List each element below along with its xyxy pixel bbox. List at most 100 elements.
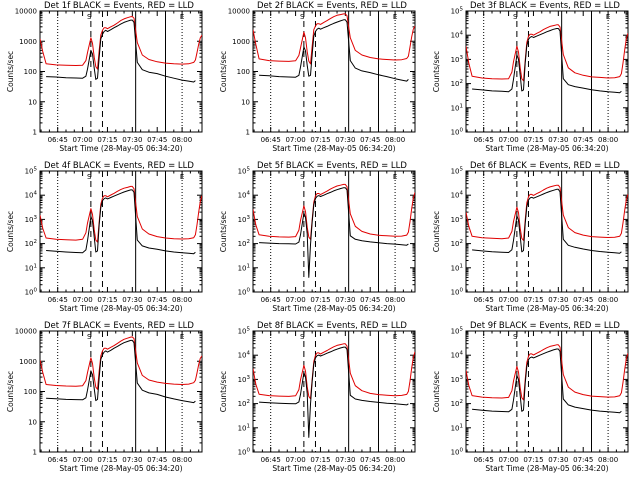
series-line-lld — [40, 16, 202, 70]
y-axis-label: Counts/sec — [6, 371, 15, 412]
series-line-lld — [253, 343, 415, 400]
x-tick-label: 08:00 — [385, 136, 405, 144]
x-tick-label: 08:00 — [598, 456, 618, 464]
x-tick-label: 07:30 — [122, 456, 142, 464]
y-tick-label: 103 — [238, 215, 251, 224]
panel-9: Det 9f BLACK = Events, RED = LLD 100 101 10… — [432, 321, 629, 473]
x-axis-label: Start Time (28-May-05 06:34:20) — [485, 304, 608, 313]
x-tick-label: 07:00 — [498, 456, 518, 464]
y-axis-label: Counts/sec — [6, 211, 15, 252]
x-tick-label: 07:15 — [97, 456, 117, 464]
panel-4: Det 4f BLACK = Events, RED = LLD 100 101 10… — [6, 161, 203, 313]
x-tick-label: 06:45 — [48, 296, 68, 304]
annotation-s: S — [87, 333, 92, 341]
series-line-events — [259, 19, 409, 82]
x-tick-label: 07:45 — [147, 136, 167, 144]
annotation-e: E — [606, 13, 610, 21]
series-line-lld — [466, 344, 628, 401]
x-tick-label: 07:45 — [573, 456, 593, 464]
y-tick-label: 100 — [238, 288, 251, 297]
panel-1: Det 1f BLACK = Events, RED = LLD 1 10 100 10… — [6, 1, 203, 153]
x-tick-label: 06:45 — [261, 296, 281, 304]
series-line-lld — [253, 183, 415, 240]
x-tick-label: 06:45 — [261, 456, 281, 464]
y-axis-label: Counts/sec — [6, 51, 15, 92]
x-axis-label: Start Time (28-May-05 06:34:20) — [59, 144, 182, 153]
x-tick-label: 08:00 — [598, 136, 618, 144]
x-tick-label: 07:15 — [310, 136, 330, 144]
y-tick-label: 1000 — [19, 38, 37, 46]
x-tick-label: 08:00 — [385, 296, 405, 304]
y-tick-label: 100 — [25, 288, 38, 297]
series-group — [466, 24, 628, 94]
panel-3: Det 3f BLACK = Events, RED = LLD 100 101 10… — [432, 1, 629, 153]
x-tick-label: 06:45 — [474, 296, 494, 304]
x-tick-label: 07:00 — [285, 456, 305, 464]
y-axis-label: Counts/sec — [219, 371, 228, 412]
annotation-e: E — [180, 173, 184, 181]
annotation-e: E — [393, 13, 397, 21]
series-line-events — [472, 28, 622, 94]
y-tick-label: 104 — [451, 351, 464, 360]
series-group — [466, 344, 628, 414]
plot-frame — [465, 170, 629, 293]
y-axis-label: Counts/sec — [219, 211, 228, 252]
y-axis-label: Counts/sec — [219, 51, 228, 92]
series-line-events — [46, 19, 196, 83]
y-tick-label: 105 — [238, 167, 251, 176]
y-tick-label: 102 — [451, 239, 463, 248]
annotation-s: S — [87, 173, 92, 181]
y-tick-label: 1000 — [19, 358, 37, 366]
x-axis-label: Start Time (28-May-05 06:34:20) — [59, 304, 182, 313]
panel-title: Det 9f BLACK = Events, RED = LLD — [470, 321, 620, 331]
x-tick-label: 07:15 — [523, 456, 543, 464]
series-line-lld — [40, 336, 202, 390]
x-tick-label: 08:00 — [598, 296, 618, 304]
y-tick-label: 101 — [451, 263, 463, 272]
y-tick-label: 1 — [33, 449, 37, 457]
y-tick-label: 10 — [241, 98, 250, 106]
panel-8: Det 8f BLACK = Events, RED = LLD 100 101 10… — [219, 321, 416, 473]
x-tick-label: 07:45 — [360, 296, 380, 304]
x-tick-label: 07:15 — [523, 136, 543, 144]
x-tick-label: 07:15 — [97, 296, 117, 304]
y-tick-label: 101 — [25, 263, 37, 272]
x-tick-label: 07:30 — [548, 456, 568, 464]
plot-frame — [39, 170, 203, 293]
y-tick-label: 100 — [451, 288, 464, 297]
y-tick-label: 10 — [28, 418, 37, 426]
annotation-s: S — [300, 13, 305, 21]
y-axis-label: Counts/sec — [432, 51, 441, 92]
x-tick-label: 07:30 — [122, 296, 142, 304]
x-tick-label: 06:45 — [261, 136, 281, 144]
y-axis-label: Counts/sec — [432, 211, 441, 252]
panel-6: Det 6f BLACK = Events, RED = LLD 100 101 10… — [432, 161, 629, 313]
series-group — [40, 16, 202, 83]
y-tick-label: 105 — [451, 167, 464, 176]
x-tick-label: 07:30 — [335, 456, 355, 464]
y-tick-label: 101 — [451, 103, 463, 112]
y-tick-label: 100 — [24, 388, 37, 396]
y-tick-label: 10000 — [15, 328, 37, 336]
x-tick-label: 07:00 — [72, 296, 92, 304]
x-tick-label: 07:45 — [360, 456, 380, 464]
panel-title: Det 2f BLACK = Events, RED = LLD — [257, 1, 407, 11]
x-tick-label: 07:00 — [498, 296, 518, 304]
panel-title: Det 3f BLACK = Events, RED = LLD — [470, 1, 620, 11]
x-tick-label: 07:45 — [147, 296, 167, 304]
y-tick-label: 100 — [238, 448, 251, 457]
y-tick-label: 103 — [451, 215, 464, 224]
y-tick-label: 105 — [451, 7, 464, 16]
y-tick-label: 100 — [451, 128, 464, 137]
y-tick-label: 104 — [451, 31, 464, 40]
y-tick-label: 1000 — [232, 38, 250, 46]
annotation-s: S — [300, 333, 305, 341]
x-axis-label: Start Time (28-May-05 06:34:20) — [485, 464, 608, 473]
annotation-s: S — [513, 13, 518, 21]
y-tick-label: 105 — [25, 167, 38, 176]
x-tick-label: 06:45 — [48, 136, 68, 144]
series-line-lld — [40, 185, 202, 243]
x-tick-label: 07:00 — [498, 136, 518, 144]
panel-title: Det 1f BLACK = Events, RED = LLD — [44, 1, 194, 11]
panel-title: Det 4f BLACK = Events, RED = LLD — [44, 161, 194, 171]
